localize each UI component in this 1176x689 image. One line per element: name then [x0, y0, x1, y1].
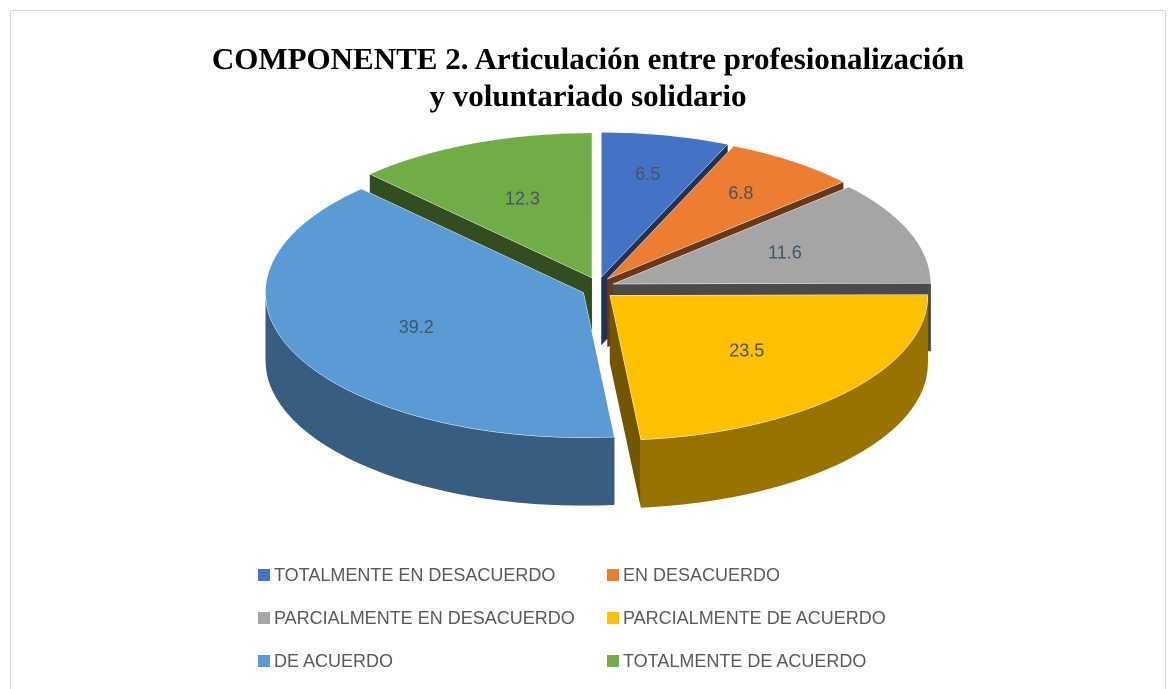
- legend-swatch: [607, 569, 619, 581]
- slice: [369, 132, 593, 279]
- slice-face: [609, 295, 641, 508]
- legend-swatch: [258, 655, 270, 667]
- chart-title: COMPONENTE 2. Articulación entre profesi…: [211, 41, 965, 113]
- data-label: 6.8: [728, 183, 753, 203]
- legend-swatch: [258, 612, 270, 624]
- data-label: 12.3: [505, 189, 540, 209]
- pie: 6.5 6.8 11.6 23.5 39.2 12.3: [265, 131, 932, 508]
- slice: [607, 145, 845, 280]
- legend-label: TOTALMENTE DE ACUERDO: [623, 651, 866, 671]
- slice: [609, 294, 929, 440]
- slice-side: [640, 295, 928, 508]
- legend-swatch: [607, 655, 619, 667]
- slice: [265, 188, 615, 438]
- slice: [600, 131, 729, 278]
- legend-label: PARCIALMENTE DE ACUERDO: [623, 608, 886, 628]
- data-label: 6.5: [635, 164, 660, 184]
- legend: TOTALMENTE EN DESACUERDO EN DESACUERDO PAR…: [258, 565, 886, 671]
- slice-side: [265, 292, 615, 506]
- legend-swatch: [258, 569, 270, 581]
- legend-swatch: [607, 612, 619, 624]
- pie-tops: [265, 131, 932, 440]
- legend-label: TOTALMENTE EN DESACUERDO: [274, 565, 555, 585]
- slice: [612, 186, 932, 285]
- data-label: 39.2: [399, 317, 434, 337]
- data-label: 11.6: [768, 242, 802, 262]
- data-label: 23.5: [729, 340, 764, 360]
- legend-label: DE ACUERDO: [274, 651, 393, 671]
- legend-label: EN DESACUERDO: [623, 565, 780, 585]
- legend-label: PARCIALMENTE EN DESACUERDO: [274, 608, 575, 628]
